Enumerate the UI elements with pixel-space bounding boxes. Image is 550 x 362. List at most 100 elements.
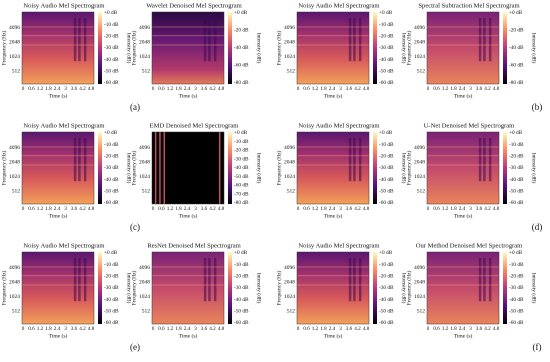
panel-title: Our Method Denoised Mel Spectrogram (416, 243, 523, 250)
x-tick-label: 0.6 (433, 326, 440, 332)
spectrogram-band (427, 146, 499, 148)
y-tick-label: 512 (12, 308, 21, 314)
colorbar (503, 132, 507, 204)
x-tick-label: 2.4 (184, 326, 191, 332)
plot-frame (426, 11, 500, 85)
y-tick-label: 512 (12, 68, 21, 74)
x-tick-label: 1.2 (312, 326, 319, 332)
y-axis-label: Frequency (Hz) (0, 31, 7, 66)
colorbar-label: Intensity (dB) (126, 153, 133, 184)
spectrogram-stripe (163, 132, 166, 204)
spectrogram-band (297, 146, 369, 148)
x-tick-label: 1.8 (450, 206, 457, 212)
spectrogram-band (152, 44, 224, 46)
spectrogram-stripe (78, 18, 81, 62)
colorbar-tick-label: -10 dB (379, 142, 394, 148)
spectrogram-stripe (348, 18, 352, 62)
spectrogram-stripe (348, 138, 352, 182)
colorbar-tick-label: -20 dB (379, 274, 394, 280)
x-tick-label: 2.4 (459, 206, 466, 212)
colorbar-tick-label: -10 dB (509, 142, 524, 148)
x-tick-label: 4.2 (79, 86, 86, 92)
colorbar (373, 252, 377, 324)
y-axis-label: Frequency (Hz) (275, 151, 282, 186)
colorbar-tick-label: -30 dB (104, 45, 119, 51)
y-tick-label: 512 (417, 308, 426, 314)
plot-frame (296, 251, 370, 325)
subfigure-label: (f) (533, 342, 542, 352)
colorbar-tick-label: -30 dB (379, 285, 394, 291)
panel-title: EMD Denoised Mel Spectrogram (150, 123, 240, 130)
x-tick-label: 3.6 (346, 206, 353, 212)
x-tick-label: 4.8 (363, 206, 370, 212)
colorbar-label: Intensity (dB) (256, 33, 263, 64)
spectrogram-band (152, 26, 224, 28)
colorbar-tick-label: -40 dB (104, 177, 119, 183)
colorbar-tick-label: -40 dB (509, 297, 524, 303)
x-tick-label: 3 (469, 326, 472, 332)
x-tick-label: 3 (469, 86, 472, 92)
x-tick-label: 1.2 (312, 86, 319, 92)
x-tick-label: 1.2 (442, 326, 449, 332)
x-axis-label: Time (s) (454, 332, 473, 339)
x-tick-label: 4.2 (484, 206, 491, 212)
colorbar-tick-label: -10 dB (379, 22, 394, 28)
y-tick-label: 2048 (414, 280, 425, 286)
colorbar-tick-label: -60 dB (104, 320, 119, 326)
y-tick-label: 1024 (139, 294, 150, 300)
y-tick-label: 1024 (9, 54, 20, 60)
colorbar-tick-label: -40 dB (234, 165, 249, 171)
plot-frame (296, 11, 370, 85)
spectrogram-stripe (483, 138, 486, 182)
x-tick-label: 4.2 (354, 206, 361, 212)
spectrogram-stripe (203, 258, 207, 302)
colorbar-tick-label: -60 dB (379, 80, 394, 86)
x-tick-label: 4.8 (88, 326, 95, 332)
spectrogram-band (22, 35, 94, 37)
x-tick-label: 0.6 (433, 206, 440, 212)
x-tick-label: 1.2 (442, 206, 449, 212)
colorbar-tick-label: -50 dB (379, 309, 394, 315)
x-tick-label: 3.6 (346, 86, 353, 92)
colorbar (98, 12, 102, 84)
colorbar (373, 12, 377, 84)
spectrogram-stripe (83, 18, 87, 62)
x-tick-label: 2.4 (329, 206, 336, 212)
subfigure-label: (b) (532, 102, 543, 112)
spectrogram (427, 132, 499, 204)
colorbar-label: Intensity (dB) (531, 153, 538, 184)
y-axis-label: Frequency (Hz) (130, 31, 137, 66)
y-tick-label: 1024 (414, 294, 425, 300)
x-axis-label: Time (s) (324, 92, 343, 99)
colorbar-label: Intensity (dB) (256, 273, 263, 304)
x-tick-label: 3 (339, 326, 342, 332)
plot-frame (151, 11, 225, 85)
colorbar-tick-label: -60 dB (509, 200, 524, 206)
x-tick-label: 0 (297, 206, 300, 212)
subfigure-label: (c) (130, 222, 140, 232)
colorbar-tick-label: -20 dB (509, 274, 524, 280)
spectrogram-band (22, 275, 94, 277)
spectrogram-band (427, 155, 499, 157)
x-tick-label: 0 (22, 206, 25, 212)
x-tick-label: 0 (22, 326, 25, 332)
panel-title: U-Net Denoised Mel Spectrogram (424, 123, 516, 130)
colorbar-tick-label: -20 dB (379, 154, 394, 160)
y-axis-label: Frequency (Hz) (130, 271, 137, 306)
x-axis-label: Time (s) (324, 212, 343, 219)
spectrogram (152, 12, 224, 84)
colorbar (228, 12, 232, 84)
x-tick-label: 1.2 (37, 206, 44, 212)
x-tick-label: 4.2 (209, 326, 216, 332)
x-tick-label: 0 (152, 86, 155, 92)
colorbar-tick-label: +0 dB (379, 250, 393, 256)
colorbar-tick-label: -20 dB (234, 148, 249, 154)
y-tick-label: 512 (287, 188, 296, 194)
y-tick-label: 2048 (139, 280, 150, 286)
spectrogram-band (297, 284, 369, 286)
y-axis-label: Frequency (Hz) (0, 271, 7, 306)
x-tick-label: 1.2 (37, 86, 44, 92)
x-tick-label: 4.8 (218, 326, 225, 332)
x-tick-label: 1.2 (312, 206, 319, 212)
spectrogram-stripe (483, 18, 486, 62)
